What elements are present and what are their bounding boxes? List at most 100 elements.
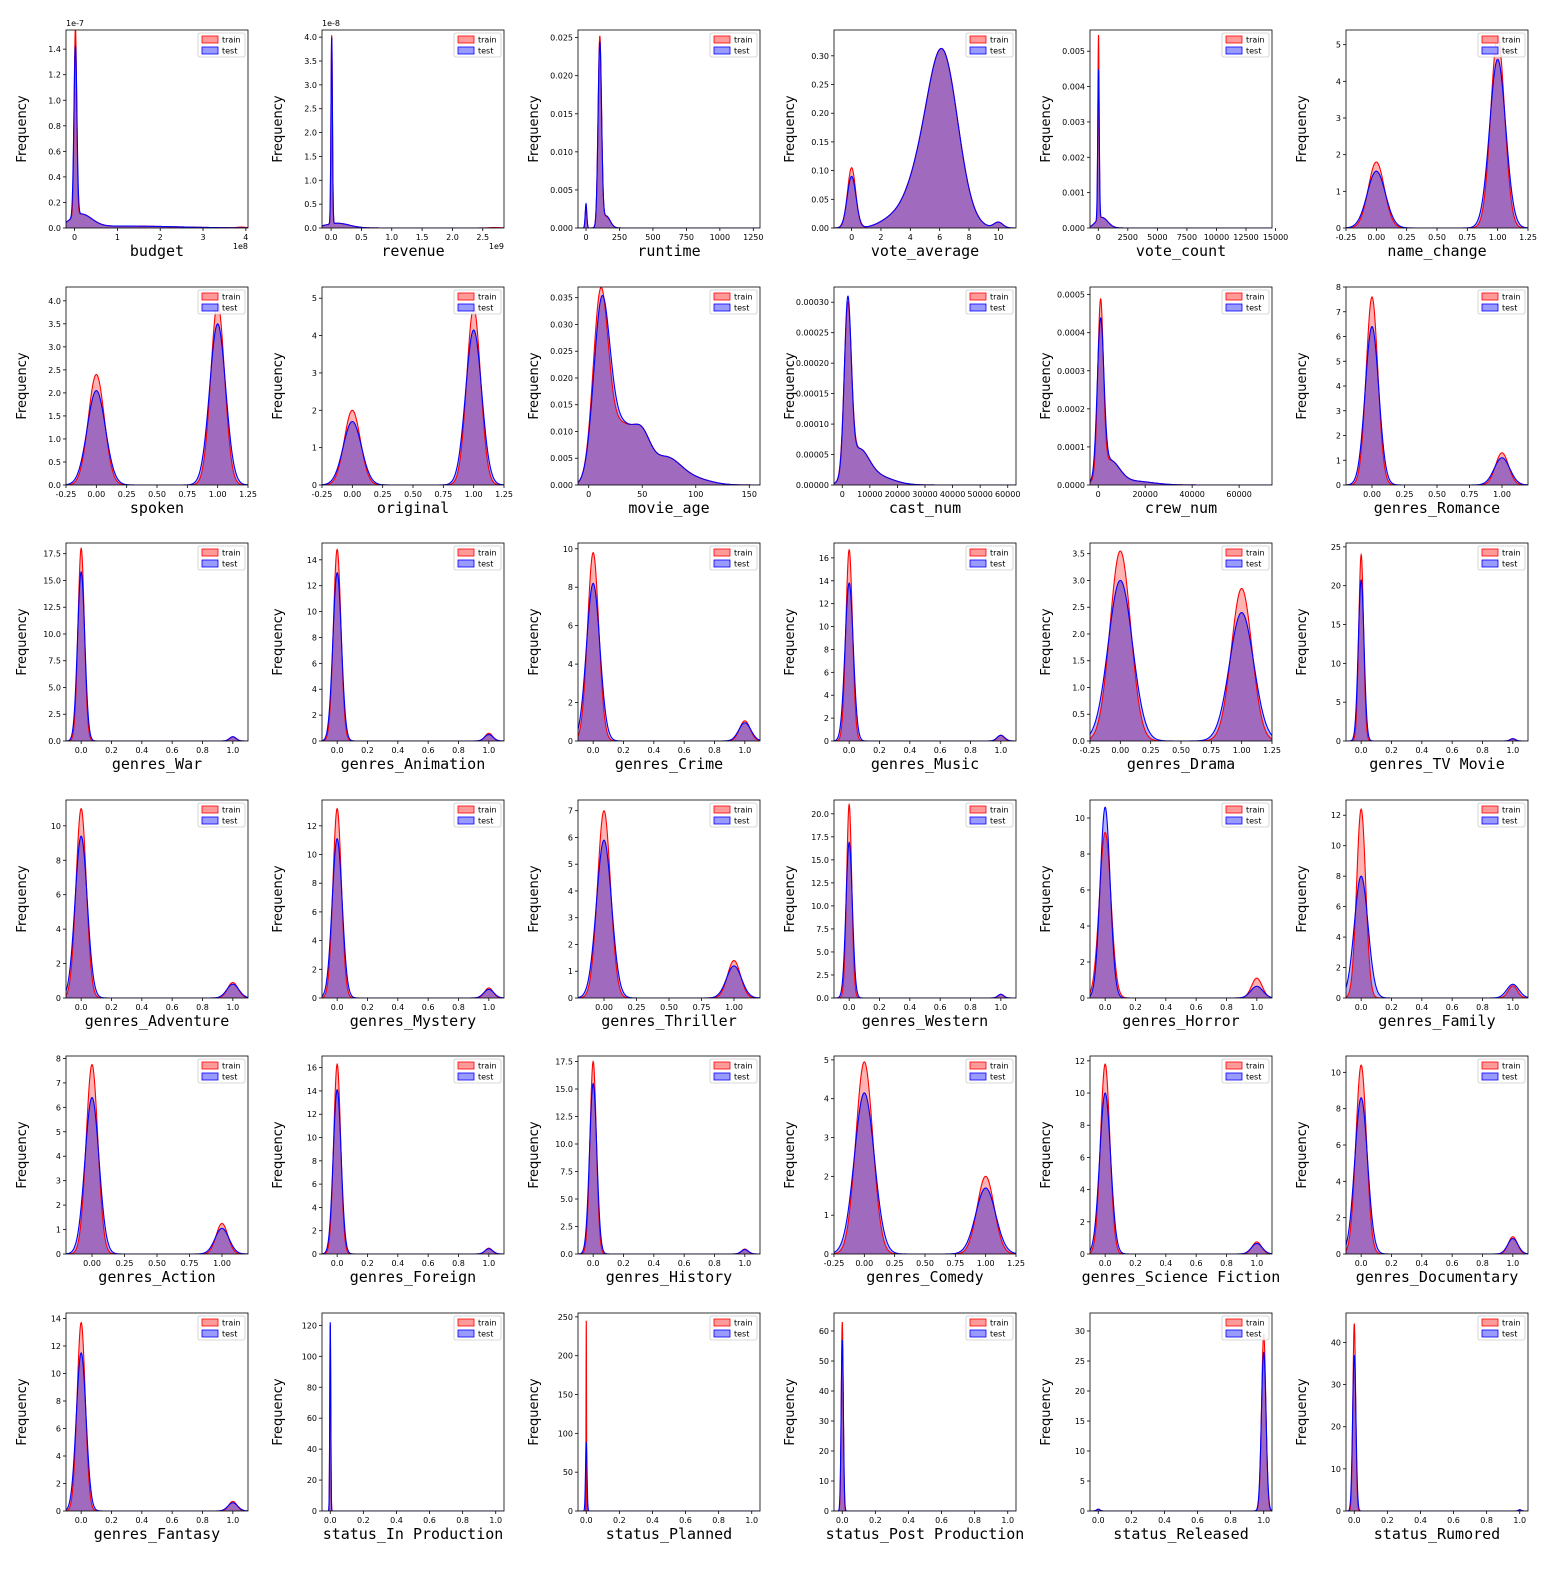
legend-label-test: test — [478, 1330, 493, 1339]
y-axis-label: Frequency — [271, 865, 286, 932]
x-axis-label: genres_Foreign — [350, 1268, 476, 1286]
x-tick-label: 1.0 — [482, 1259, 495, 1268]
x-tick-label: 10000 — [1204, 233, 1229, 242]
y-tick-label: 0.5 — [1072, 710, 1085, 719]
legend-swatch-train — [1481, 292, 1499, 301]
legend-label-train: train — [1502, 293, 1521, 302]
axes-frame — [833, 1312, 1017, 1512]
legend-label-train: train — [222, 1319, 241, 1328]
x-tick-label: 0.25 — [886, 1259, 904, 1268]
x-tick-label: 0.6 — [1446, 1259, 1459, 1268]
subplot-cast_num: 0 10000 20000 30000 40000 50000 60000 0.00000 0.… — [774, 273, 1030, 530]
legend-swatch-test — [1481, 1072, 1499, 1081]
x-tick-label: 1.0 — [994, 1003, 1007, 1012]
kde-line-train — [578, 35, 760, 228]
legend-label-train: train — [1502, 36, 1521, 45]
x-tick-label: 0.0 — [1355, 1259, 1368, 1268]
y-tick-label: 3.0 — [1072, 576, 1085, 585]
legend-label-test: test — [1502, 817, 1517, 826]
legend-label-test: test — [734, 304, 749, 313]
subplot-genres_adventure: 0.0 0.2 0.4 0.6 0.8 1.0 0 2 4 6 8 10 genres_Adventur… — [6, 786, 262, 1043]
x-tick-label: 4 — [908, 233, 913, 242]
y-tick-label: 0.003 — [1062, 118, 1085, 127]
x-tick-label: 0.0 — [324, 1516, 337, 1525]
y-tick-label: 1.0 — [48, 96, 61, 105]
y-tick-label: 3.5 — [304, 57, 317, 66]
kde-area-test — [578, 583, 760, 741]
kde-line-test — [66, 45, 248, 228]
x-tick-label: 0.6 — [166, 1003, 179, 1012]
x-tick-label: 0.0 — [1355, 1003, 1368, 1012]
y-tick-label: 0.005 — [1062, 47, 1085, 56]
y-axis-label: Frequency — [1039, 865, 1054, 932]
legend-swatch-test — [1225, 303, 1243, 312]
kde-overlap-area — [1346, 1355, 1528, 1511]
x-tick-label: 0.8 — [1224, 1516, 1237, 1525]
kde-line-train — [834, 1321, 1016, 1511]
kde-line-train — [1346, 1323, 1528, 1511]
legend-swatch-train — [457, 1061, 475, 1070]
legend-label-train: train — [478, 1062, 497, 1071]
x-tick-label: 0.0 — [75, 1516, 88, 1525]
y-tick-label: 0.005 — [550, 186, 573, 195]
y-tick-label: 8 — [1336, 283, 1341, 292]
y-tick-label: 40 — [1331, 1338, 1341, 1347]
x-tick-label: 0.50 — [148, 1259, 166, 1268]
kde-area-test — [1346, 1355, 1528, 1511]
legend-swatch-train — [713, 805, 731, 814]
kde-overlap-area — [66, 1097, 248, 1254]
legend-swatch-train — [1481, 805, 1499, 814]
legend-label-train: train — [1502, 806, 1521, 815]
kde-area-test — [1346, 876, 1528, 998]
subplot-svg: 0 10000 20000 30000 40000 50000 60000 0.00000 0.… — [783, 286, 1020, 517]
kde-area-train — [322, 808, 504, 998]
kde-overlap-area — [1090, 1093, 1272, 1254]
y-axis-label: Frequency — [271, 1378, 286, 1445]
y-tick-label: 0.05 — [811, 195, 829, 204]
legend: train test — [1477, 1315, 1526, 1341]
kde-line-test — [1346, 1355, 1528, 1511]
y-tick-label: 0 — [1336, 994, 1341, 1003]
legend-swatch-test — [201, 559, 219, 568]
x-tick-label: 1.0 — [1001, 1516, 1014, 1525]
x-axis-label: genres_Horror — [1122, 1012, 1239, 1030]
y-tick-label: 1.4 — [48, 45, 61, 54]
subplot-movie_age: 0 50 100 150 0.000 0.005 0.010 0.015 0.020 0.025 0… — [518, 273, 774, 530]
x-tick-label: 0.6 — [678, 746, 691, 755]
y-axis-label: Frequency — [527, 1378, 542, 1445]
y-axis-label: Frequency — [783, 865, 798, 932]
x-offset-label: 1e9 — [489, 242, 504, 251]
y-tick-label: 4 — [1336, 1177, 1341, 1186]
y-tick-label: 3.5 — [1072, 550, 1085, 559]
kde-line-train — [322, 807, 504, 998]
y-tick-label: 8 — [312, 633, 317, 642]
legend: train test — [1221, 32, 1270, 58]
kde-area-train — [1090, 35, 1272, 228]
x-axis-label: name_change — [1387, 242, 1486, 260]
y-axis-label: Frequency — [1295, 95, 1310, 162]
x-tick-label: 0.4 — [647, 1259, 660, 1268]
legend-label-test: test — [1246, 560, 1261, 569]
legend-swatch-train — [713, 35, 731, 44]
legend-swatch-test — [1225, 1329, 1243, 1338]
kde-line-test — [1090, 806, 1272, 998]
kde-overlap-area — [66, 836, 248, 998]
y-tick-label: 3 — [568, 914, 573, 923]
legend-label-test: test — [1502, 1073, 1517, 1082]
legend-swatch-train — [201, 1318, 219, 1327]
y-tick-label: 0.004 — [1062, 83, 1085, 92]
subplot-genres_documentary: 0.0 0.2 0.4 0.6 0.8 1.0 0 2 4 6 8 10 genres_Document… — [1286, 1042, 1542, 1299]
y-tick-label: 4 — [568, 660, 573, 669]
legend: train test — [709, 802, 758, 828]
legend-swatch-train — [1225, 1061, 1243, 1070]
kde-area-train — [322, 35, 504, 228]
x-tick-label: 0.6 — [934, 746, 947, 755]
x-tick-label: 2.5 — [476, 233, 489, 242]
kde-overlap-area — [66, 571, 248, 741]
legend-swatch-train — [969, 35, 987, 44]
axes-frame — [577, 286, 761, 486]
kde-overlap-area — [322, 572, 504, 741]
y-tick-label: 20 — [819, 1447, 829, 1456]
x-tick-label: 1.00 — [1493, 490, 1511, 499]
kde-overlap-area — [834, 48, 1016, 228]
